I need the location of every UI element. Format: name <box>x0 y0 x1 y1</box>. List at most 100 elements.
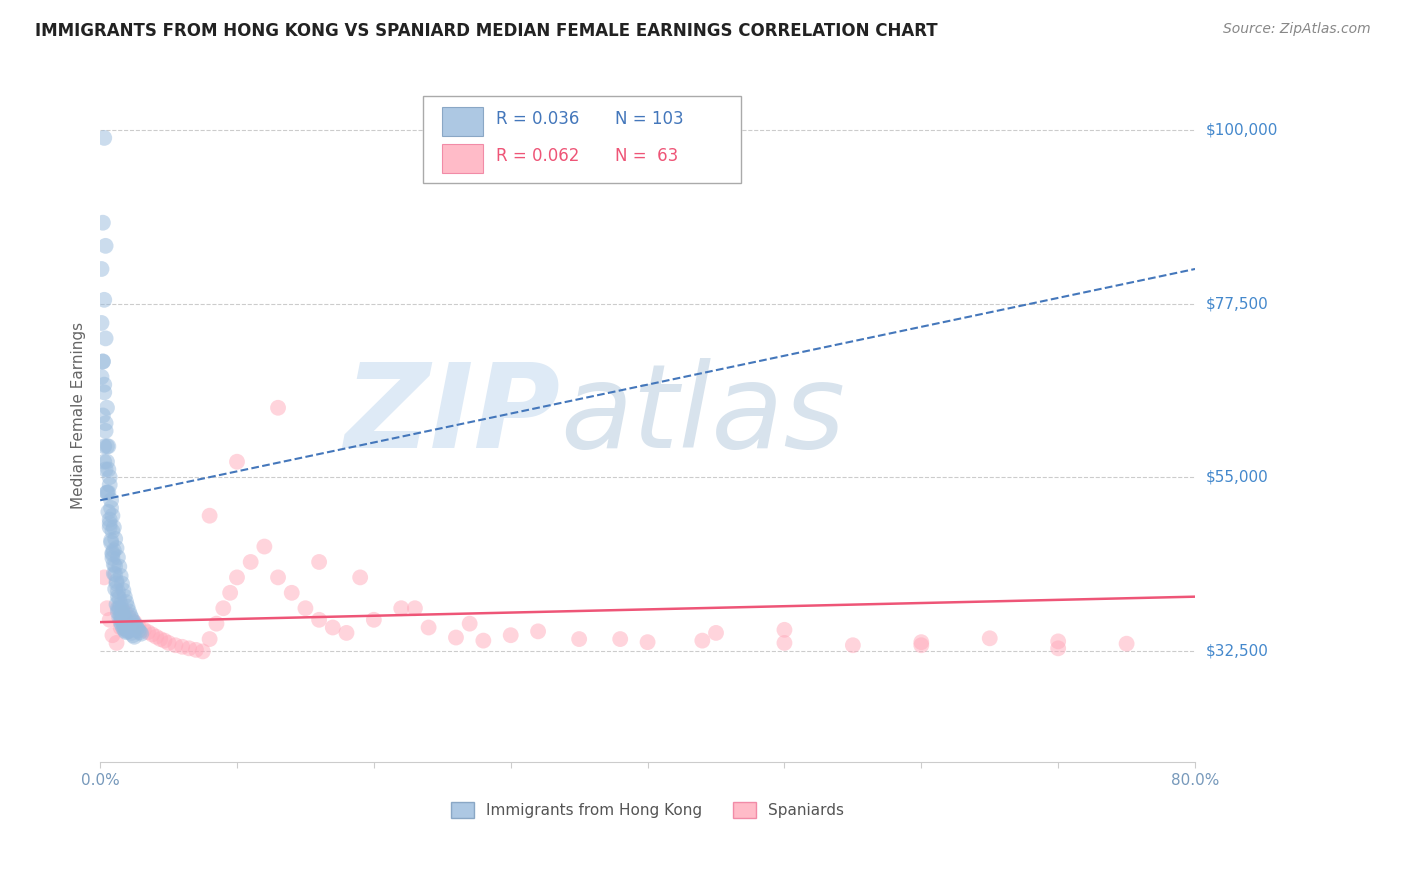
Point <box>114 620 136 634</box>
Point <box>118 621 141 635</box>
Point <box>112 607 135 622</box>
Point <box>979 632 1001 646</box>
Point <box>120 608 142 623</box>
Point <box>418 620 440 634</box>
Point <box>104 582 127 596</box>
Point <box>363 613 385 627</box>
Point <box>910 635 932 649</box>
Point <box>128 625 150 640</box>
Point <box>267 570 290 584</box>
Point <box>98 516 121 531</box>
Point <box>91 354 114 368</box>
Point <box>118 610 141 624</box>
Point <box>107 550 129 565</box>
Point <box>107 590 129 604</box>
Point <box>97 462 120 476</box>
Point <box>226 455 249 469</box>
Point <box>96 439 118 453</box>
Text: $77,500: $77,500 <box>1206 296 1268 311</box>
Point <box>91 409 114 423</box>
Point <box>404 601 426 615</box>
Point <box>157 636 180 650</box>
Text: Source: ZipAtlas.com: Source: ZipAtlas.com <box>1223 22 1371 37</box>
Point <box>107 584 129 599</box>
Point <box>111 618 134 632</box>
Point <box>114 611 136 625</box>
Point <box>114 590 136 604</box>
Point <box>107 605 129 619</box>
Point <box>121 611 143 625</box>
Point <box>165 638 187 652</box>
Point <box>101 524 124 538</box>
Point <box>124 616 146 631</box>
Point <box>149 632 172 646</box>
Point <box>91 354 114 368</box>
Point <box>184 643 207 657</box>
Point <box>1115 637 1137 651</box>
Point <box>112 621 135 635</box>
Point <box>93 439 115 453</box>
Point <box>101 508 124 523</box>
Point <box>91 216 114 230</box>
Text: atlas: atlas <box>560 359 845 473</box>
Point <box>842 638 865 652</box>
Point <box>198 508 221 523</box>
Point <box>120 624 142 638</box>
Point <box>692 633 714 648</box>
Point <box>100 535 122 549</box>
Point <box>96 601 118 615</box>
Point <box>335 626 357 640</box>
Text: R = 0.036: R = 0.036 <box>496 110 579 128</box>
Point <box>308 613 330 627</box>
Point <box>1047 634 1070 648</box>
Text: ZIP: ZIP <box>344 358 560 473</box>
Point <box>1047 641 1070 656</box>
Point <box>117 599 139 614</box>
Point <box>115 625 138 640</box>
Point <box>114 624 136 638</box>
Text: R = 0.062: R = 0.062 <box>496 146 579 164</box>
Point <box>389 601 412 615</box>
Point <box>107 601 129 615</box>
Point <box>93 377 115 392</box>
Point <box>191 644 214 658</box>
Point <box>239 555 262 569</box>
Point <box>219 586 242 600</box>
Point <box>105 541 128 555</box>
Point <box>104 567 127 582</box>
Point <box>98 520 121 534</box>
Point <box>349 570 371 584</box>
Point <box>112 616 135 631</box>
Point <box>97 439 120 453</box>
Point <box>118 604 141 618</box>
Text: IMMIGRANTS FROM HONG KONG VS SPANIARD MEDIAN FEMALE EARNINGS CORRELATION CHART: IMMIGRANTS FROM HONG KONG VS SPANIARD ME… <box>35 22 938 40</box>
Point <box>253 540 276 554</box>
Point <box>124 630 146 644</box>
Point <box>115 595 138 609</box>
Point <box>704 626 727 640</box>
Point <box>98 478 121 492</box>
Point <box>93 570 115 584</box>
Point <box>773 623 796 637</box>
Point <box>94 424 117 438</box>
Point <box>527 624 550 639</box>
Point <box>114 605 136 619</box>
Point <box>472 633 495 648</box>
Point <box>94 331 117 345</box>
Point <box>103 520 125 534</box>
Point <box>93 385 115 400</box>
Point <box>145 630 167 644</box>
Point <box>108 591 131 606</box>
Point <box>101 551 124 566</box>
Point <box>103 566 125 581</box>
Point <box>122 615 145 629</box>
Point <box>198 632 221 646</box>
Legend: Immigrants from Hong Kong, Spaniards: Immigrants from Hong Kong, Spaniards <box>444 796 851 824</box>
Point <box>94 239 117 253</box>
Point <box>96 485 118 500</box>
Point <box>101 628 124 642</box>
Point <box>568 632 591 646</box>
Point <box>96 401 118 415</box>
Point <box>280 586 302 600</box>
Point <box>90 262 112 277</box>
